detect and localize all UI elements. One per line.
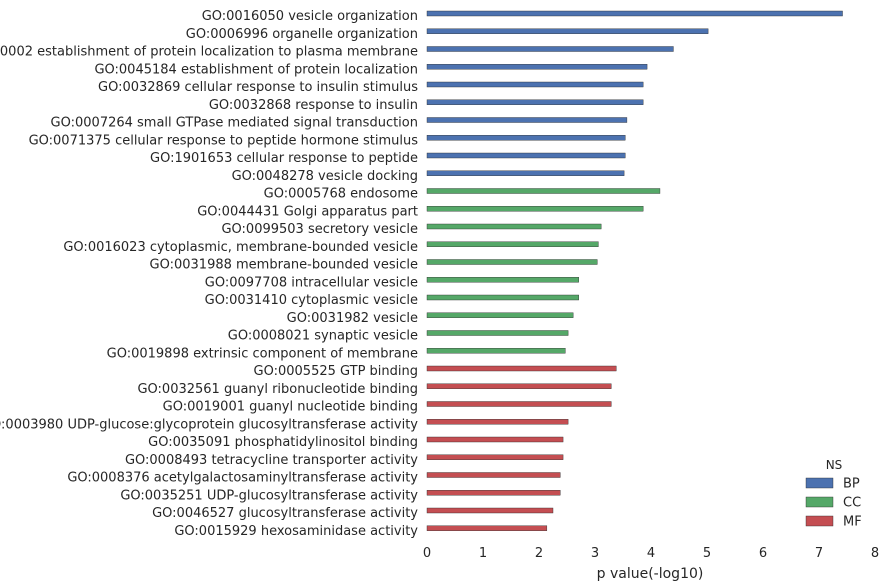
category-label: GO:0032869 cellular response to insulin … — [98, 80, 418, 95]
bar-mf — [426, 454, 564, 460]
legend-swatch-bp — [805, 477, 834, 489]
bars — [426, 10, 843, 531]
bar-bp — [426, 64, 648, 70]
x-axis-title: p value(-log10) — [597, 566, 704, 582]
legend-swatch-mf — [805, 515, 834, 527]
category-label: GO:0044431 Golgi apparatus part — [197, 204, 418, 219]
x-tick-label: 1 — [479, 546, 487, 561]
category-label: GO:0035091 phosphatidylinositol binding — [148, 435, 418, 450]
category-label: GO:0008376 acetylgalactosaminyltransfera… — [67, 471, 418, 486]
bar-cc — [426, 241, 599, 247]
category-label: GO:0006996 organelle organization — [186, 27, 418, 42]
category-label: GO:0016023 cytoplasmic, membrane-bounded… — [63, 240, 418, 255]
bar-bp — [426, 117, 628, 123]
bar-cc — [426, 206, 644, 212]
x-tick-label: 0 — [423, 546, 431, 561]
category-label: GO:0046527 glucosyltransferase activity — [152, 506, 418, 521]
bar-cc — [426, 330, 569, 336]
bar-mf — [426, 525, 548, 531]
category-label: GO:0019898 extrinsic component of membra… — [107, 346, 418, 361]
bar-bp — [426, 46, 674, 52]
category-label: GO:0032561 guanyl ribonucleotide binding — [137, 382, 418, 397]
category-label: GO:0099503 secretory vesicle — [221, 222, 418, 237]
category-label: GO:0032868 response to insulin — [209, 98, 418, 113]
category-label: GO:0005525 GTP binding — [254, 364, 418, 379]
x-tick-label: 8 — [871, 546, 879, 561]
x-tick-label: 4 — [647, 546, 655, 561]
bar-mf — [426, 472, 561, 478]
bar-mf — [426, 436, 564, 443]
bar-cc — [426, 223, 602, 230]
category-label: GO:0019001 guanyl nucleotide binding — [163, 400, 418, 415]
category-label: GO:0016050 vesicle organization — [202, 9, 418, 24]
x-tick-label: 5 — [703, 546, 711, 561]
bar-mf — [426, 507, 554, 514]
bar-bp — [426, 10, 843, 17]
category-label: GO:0031988 membrane-bounded vesicle — [150, 258, 418, 273]
category-label: GO:0015929 hexosaminidase activity — [174, 524, 418, 539]
bar-cc — [426, 188, 661, 194]
category-label: GO:0071375 cellular response to peptide … — [29, 133, 419, 148]
legend: NS BP CC MF — [805, 458, 862, 530]
category-label: GO:0003980 UDP-glucose:glycoprotein gluc… — [0, 417, 418, 432]
category-label: GO:1901653 cellular response to peptide — [150, 151, 418, 166]
category-label: GO:0008021 synaptic vesicle — [228, 329, 418, 344]
bar-mf — [426, 383, 612, 389]
bar-mf — [426, 401, 612, 407]
category-label: GO:0031410 cytoplasmic vesicle — [205, 293, 418, 308]
legend-title: NS — [826, 458, 843, 472]
bar-mf — [426, 365, 617, 372]
x-tick-label: 6 — [759, 546, 767, 561]
category-label: GO:0045184 establishment of protein loca… — [94, 62, 418, 77]
bar-cc — [426, 348, 566, 354]
x-tick-label: 3 — [591, 546, 599, 561]
bar-bp — [426, 81, 644, 88]
bar-bp — [426, 170, 625, 176]
legend-swatch-cc — [805, 496, 834, 508]
category-label: GO:0048278 vesicle docking — [232, 169, 418, 184]
category-label: GO:0031982 vesicle — [287, 311, 418, 326]
legend-label-bp: BP — [843, 477, 860, 492]
bar-mf — [426, 490, 561, 496]
legend-label-mf: MF — [843, 515, 862, 530]
bar-cc — [426, 277, 579, 283]
bar-cc — [426, 294, 579, 301]
category-label: GO:0008493 tetracycline transporter acti… — [125, 453, 418, 468]
category-label: GO:0097708 intracellular vesicle — [205, 275, 418, 290]
legend-label-cc: CC — [843, 496, 861, 511]
x-tick-label: 7 — [815, 546, 823, 561]
category-label: GO:0035251 UDP-glucosyltransferase activ… — [120, 488, 418, 503]
x-tick-label: 2 — [535, 546, 543, 561]
x-tick-labels: 0 1 2 3 4 5 6 7 8 — [423, 546, 879, 561]
bar-bp — [426, 152, 626, 159]
category-label: GO:0090002 establishment of protein loca… — [0, 45, 418, 60]
bar-mf — [426, 419, 569, 425]
bar-cc — [426, 259, 598, 265]
bar-bp — [426, 135, 626, 141]
category-labels: GO:0016050 vesicle organization GO:000699… — [0, 9, 418, 539]
bar-bp — [426, 99, 644, 105]
category-label: GO:0005768 endosome — [264, 187, 418, 202]
bar-bp — [426, 28, 709, 34]
bar-cc — [426, 312, 574, 318]
category-label: GO:0007264 small GTPase mediated signal … — [51, 116, 418, 131]
